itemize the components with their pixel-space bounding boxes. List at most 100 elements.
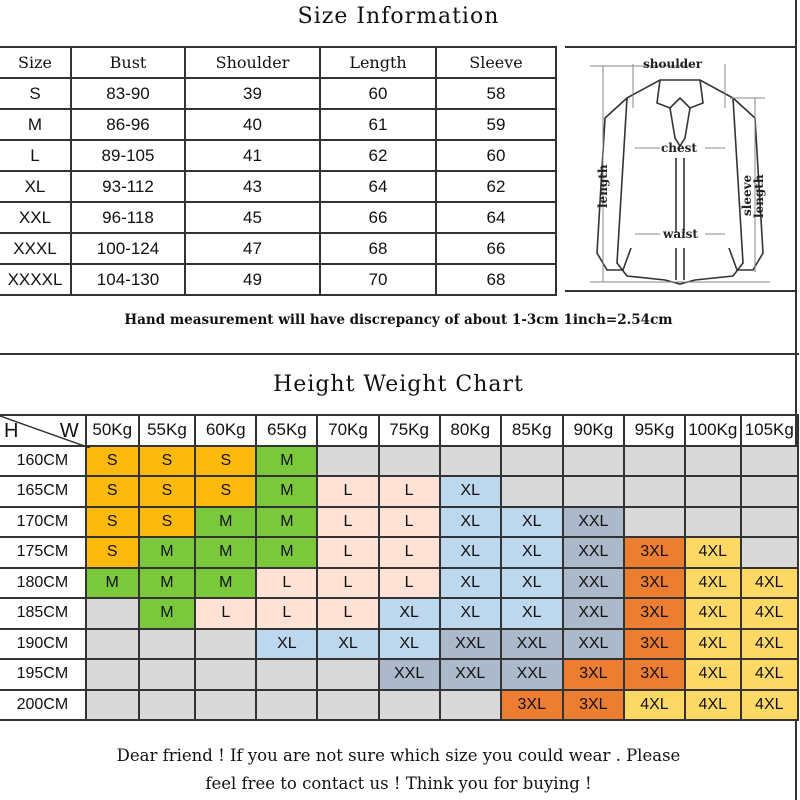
height-row: 175CM S M M M L L XL XL XXL 3XL 4XL (0, 536, 800, 569)
size-cell: S (84, 444, 140, 477)
size-cell: 4XL (684, 688, 742, 721)
weight-header: 70Kg (316, 414, 380, 447)
weight-header: 55Kg (137, 414, 197, 447)
cell-shoulder: 43 (184, 170, 321, 203)
size-cell: XL (377, 627, 441, 660)
cell-sleeve: 59 (435, 108, 557, 141)
size-cell: S (137, 475, 197, 508)
size-cell: S (84, 505, 140, 538)
size-cell (622, 444, 687, 477)
size-cell: XL (499, 566, 564, 599)
size-cell: 3XL (622, 658, 687, 691)
header-bust: Bust (70, 46, 186, 79)
height-row: 170CM S S M M L L XL XL XXL (0, 505, 800, 538)
size-cell: 3XL (499, 688, 564, 721)
size-cell: 4XL (684, 566, 742, 599)
size-cell: XL (377, 597, 441, 630)
header-sleeve: Sleeve (435, 46, 557, 79)
size-cell (561, 444, 625, 477)
label-waist: waist (662, 227, 698, 241)
cell-size: XL (0, 170, 72, 203)
cell-size: S (0, 77, 72, 110)
height-row: 200CM 3XL 3XL 4XL 4XL 4XL (0, 688, 800, 721)
weight-header: 75Kg (377, 414, 441, 447)
size-cell: S (194, 475, 258, 508)
cell-size: M (0, 108, 72, 141)
size-cell: XL (499, 505, 564, 538)
size-cell: XXL (377, 658, 441, 691)
height-label: 160CM (0, 444, 87, 477)
size-cell (739, 505, 800, 538)
size-cell: L (377, 536, 441, 569)
cell-length: 64 (319, 170, 437, 203)
footer-line-2: feel free to contact us ! Think you for … (205, 774, 592, 793)
cell-length: 66 (319, 201, 437, 234)
size-row: XXXL 100-124 47 68 66 (0, 232, 557, 265)
size-cell: XXL (499, 627, 564, 660)
measurement-note: Hand measurement will have discrepancy o… (124, 312, 673, 328)
size-cell: 3XL (561, 688, 625, 721)
size-cell: M (137, 566, 197, 599)
size-cell: XL (438, 566, 502, 599)
cell-shoulder: 41 (184, 139, 321, 172)
height-row: 160CM S S S M (0, 444, 800, 477)
height-row: 180CM M M M L L L XL XL XXL 3XL 4XL 4XL (0, 566, 800, 599)
size-cell: XXL (438, 658, 502, 691)
label-shoulder: shoulder (643, 57, 703, 71)
size-cell: M (84, 566, 140, 599)
cell-sleeve: 66 (435, 232, 557, 265)
cell-size: XXXL (0, 232, 72, 265)
size-cell: XXL (499, 658, 564, 691)
size-cell (137, 658, 197, 691)
size-cell: 4XL (739, 627, 800, 660)
size-cell (739, 536, 800, 569)
size-cell (194, 658, 258, 691)
size-row: XXL 96-118 45 66 64 (0, 201, 557, 234)
cell-length: 62 (319, 139, 437, 172)
corner-height-label: H (4, 420, 19, 442)
size-cell: L (316, 597, 380, 630)
size-cell: L (255, 566, 319, 599)
size-cell: XXL (561, 566, 625, 599)
size-cell: L (316, 505, 380, 538)
size-cell: M (255, 505, 319, 538)
size-cell: S (84, 536, 140, 569)
cell-sleeve: 68 (435, 263, 557, 296)
height-row: 195CM XXL XXL XXL 3XL 3XL 4XL 4XL (0, 658, 800, 691)
size-cell: 4XL (684, 536, 742, 569)
size-cell (499, 475, 564, 508)
label-length: length (596, 164, 610, 208)
size-cell: M (137, 597, 197, 630)
footer-line-1: Dear friend ! If you are not sure which … (116, 746, 681, 765)
size-cell: L (316, 536, 380, 569)
cell-sleeve: 64 (435, 201, 557, 234)
size-cell (438, 688, 502, 721)
weight-header: 100Kg (684, 414, 742, 447)
size-cell (561, 475, 625, 508)
size-cell (499, 444, 564, 477)
size-cell: 3XL (622, 627, 687, 660)
size-cell (377, 688, 441, 721)
size-cell: M (194, 566, 258, 599)
size-cell: XL (499, 597, 564, 630)
size-info-title: Size Information (297, 4, 500, 29)
size-cell: 4XL (739, 688, 800, 721)
size-table: Size Bust Shoulder Length Sleeve S 83-90 3… (0, 46, 557, 296)
height-label: 170CM (0, 505, 87, 538)
footer-message: Dear friend ! If you are not sure which … (0, 742, 797, 798)
size-cell (316, 444, 380, 477)
size-cell: 4XL (622, 688, 687, 721)
cell-size: L (0, 139, 72, 172)
size-cell (84, 688, 140, 721)
size-cell (438, 444, 502, 477)
cell-sleeve: 58 (435, 77, 557, 110)
size-cell (255, 658, 319, 691)
size-cell: M (137, 536, 197, 569)
cell-length: 60 (319, 77, 437, 110)
cell-length: 70 (319, 263, 437, 296)
height-weight-title: Height Weight Chart (273, 372, 524, 397)
size-cell: 3XL (561, 658, 625, 691)
header-length: Length (319, 46, 437, 79)
cell-shoulder: 40 (184, 108, 321, 141)
